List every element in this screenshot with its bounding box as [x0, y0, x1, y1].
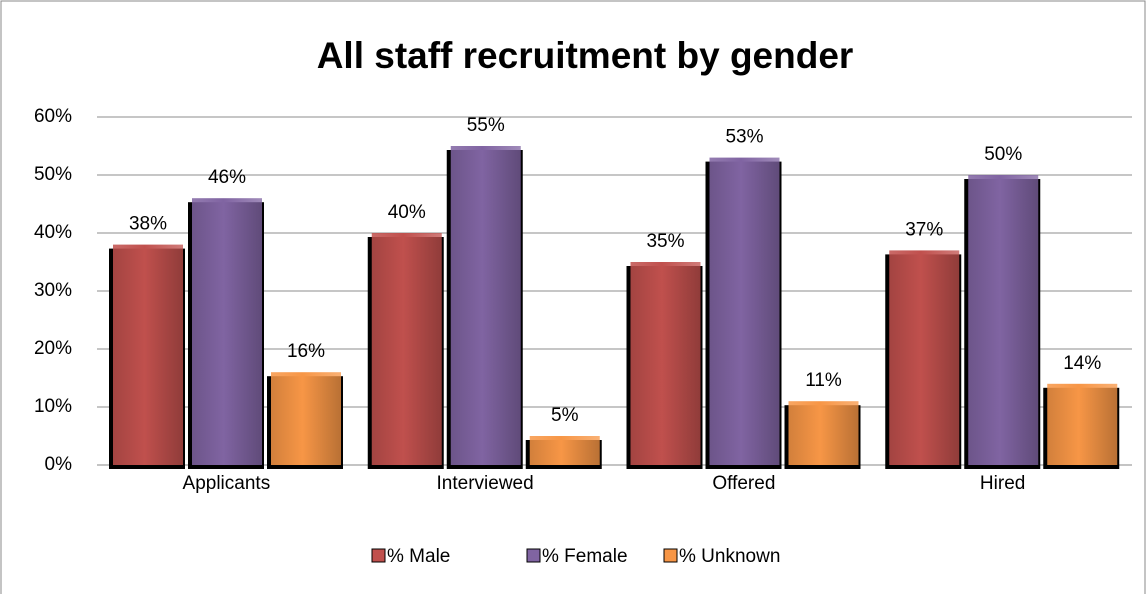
bar — [371, 233, 442, 465]
legend-swatch — [663, 548, 678, 563]
x-tick-label: Applicants — [183, 473, 271, 494]
bar — [113, 244, 183, 465]
data-label: 35% — [646, 231, 684, 252]
bar — [450, 146, 521, 465]
data-label: 53% — [725, 127, 763, 148]
y-tick-label: 40% — [34, 222, 72, 243]
bar — [709, 157, 780, 465]
chart-title: All staff recruitment by gender — [317, 35, 854, 76]
y-tick-label: 20% — [34, 338, 72, 359]
legend-label: % Male — [387, 546, 450, 567]
legend-swatch — [526, 548, 541, 563]
y-tick-label: 10% — [34, 396, 72, 417]
legend-label: % Unknown — [679, 546, 780, 567]
legend-swatch — [371, 548, 386, 563]
data-label: 14% — [1063, 353, 1101, 374]
data-label: 55% — [467, 115, 505, 136]
data-label: 46% — [208, 167, 246, 188]
data-label: 38% — [129, 214, 167, 235]
data-label: 37% — [905, 219, 943, 240]
data-label: 16% — [287, 341, 325, 362]
data-label: 11% — [805, 370, 842, 391]
bar — [271, 372, 341, 465]
bar — [192, 198, 262, 465]
bar — [968, 175, 1039, 465]
y-tick-label: 60% — [34, 106, 72, 127]
bar — [1047, 383, 1118, 465]
x-tick-label: Interviewed — [437, 473, 534, 494]
y-tick-label: 30% — [34, 280, 72, 301]
bar — [889, 250, 960, 465]
data-label: 40% — [388, 202, 426, 223]
bar — [529, 436, 600, 465]
x-tick-label: Hired — [980, 473, 1025, 494]
bar — [630, 262, 701, 465]
data-label: 50% — [984, 144, 1022, 165]
y-tick-label: 50% — [34, 164, 72, 185]
bar — [788, 401, 859, 465]
data-label: 5% — [551, 405, 579, 426]
y-tick-label: 0% — [45, 454, 73, 475]
x-tick-label: Offered — [712, 473, 775, 494]
legend-label: % Female — [542, 546, 628, 567]
